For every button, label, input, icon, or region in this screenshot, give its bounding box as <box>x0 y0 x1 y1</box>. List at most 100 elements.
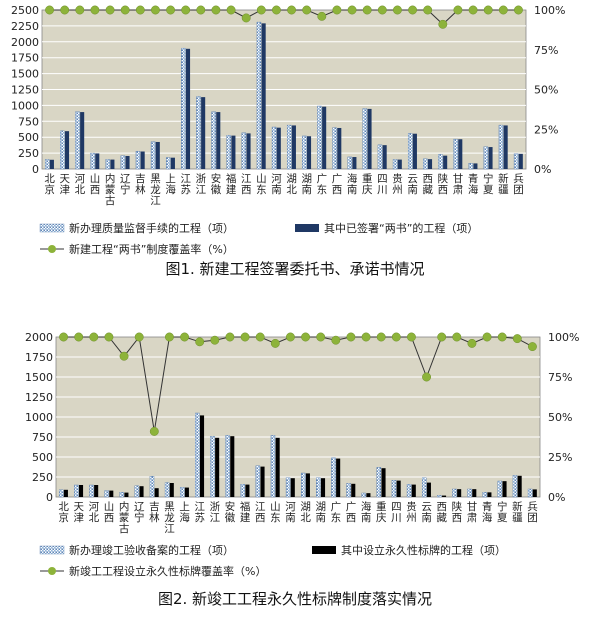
bar-dotted <box>437 495 442 498</box>
bar-solid <box>64 131 70 169</box>
bar-solid <box>261 23 266 169</box>
y-tick-label: 1000 <box>11 99 39 112</box>
bar-solid <box>276 127 281 169</box>
y-tick-label: 250 <box>18 147 39 160</box>
bar-dotted <box>240 483 245 498</box>
category-label: 内蒙古 <box>105 172 116 207</box>
bar-dotted <box>120 155 126 170</box>
bar-solid <box>472 489 477 497</box>
coverage-point <box>377 5 387 15</box>
bar-solid <box>260 466 265 497</box>
legend-label: 其中设立永久性标牌的工程（项） <box>341 543 506 557</box>
y-tick-label: 500 <box>18 131 39 144</box>
bar-solid <box>351 483 356 497</box>
legend-label: 新建工程“两书”制度覆盖率（%） <box>69 242 234 256</box>
category-label: 山东 <box>270 501 281 524</box>
bar-dotted <box>346 483 351 498</box>
bar-solid <box>367 108 372 169</box>
category-label: 北京 <box>58 501 69 524</box>
category-label: 山东 <box>256 173 267 196</box>
bar-solid <box>185 48 191 169</box>
bar-solid <box>396 480 401 497</box>
bar-dotted <box>467 488 472 498</box>
bar-solid <box>78 485 84 497</box>
coverage-point <box>406 332 416 342</box>
bar-solid <box>170 157 175 169</box>
coverage-point <box>331 335 341 345</box>
bar-solid <box>95 153 100 169</box>
category-label: 上海 <box>179 501 190 524</box>
bar-dotted <box>497 480 503 498</box>
bar-dotted <box>347 156 352 170</box>
coverage-point <box>513 5 523 15</box>
coverage-point <box>210 335 220 345</box>
category-label: 新疆 <box>512 500 523 524</box>
bar-dotted <box>105 159 110 170</box>
bar-solid <box>426 482 431 497</box>
coverage-point <box>60 5 70 15</box>
legend-swatch <box>295 224 319 232</box>
bar-dotted <box>392 159 398 170</box>
bar-solid <box>169 483 174 497</box>
bar-solid <box>412 133 417 169</box>
coverage-point <box>347 5 357 15</box>
category-label: 兵团 <box>513 172 524 196</box>
coverage-point <box>241 13 251 23</box>
category-label: 安徽 <box>211 172 222 196</box>
bar-dotted <box>421 477 427 498</box>
category-label: 浙江 <box>210 501 221 524</box>
coverage-point <box>120 5 130 15</box>
category-label: 天津 <box>73 501 84 524</box>
category-label: 广西 <box>332 173 343 196</box>
bar-dotted <box>75 111 80 170</box>
bar-solid <box>458 139 463 169</box>
category-label: 甘肃 <box>453 172 464 196</box>
y-tick-label: 2250 <box>11 20 39 33</box>
category-label: 海南 <box>361 500 372 524</box>
category-label: 河北 <box>75 173 86 196</box>
legend-swatch <box>312 546 336 554</box>
coverage-point <box>316 332 326 342</box>
bar-dotted <box>452 488 457 498</box>
category-label: 山西 <box>104 501 115 524</box>
bar-solid <box>246 133 251 169</box>
category-label: 浙江 <box>196 173 207 196</box>
category-label: 兵团 <box>527 500 538 524</box>
bar-dotted <box>317 105 322 170</box>
category-label: 广东 <box>317 173 328 196</box>
bar-dotted <box>225 435 230 498</box>
coverage-point <box>270 338 280 348</box>
category-label: 江西 <box>255 501 266 524</box>
bar-solid <box>381 468 386 497</box>
bar-dotted <box>149 475 155 498</box>
figure-2: 0 250 500 750 1000 1250 1500 1750 2000 0% 25% 50% 75… <box>0 322 590 617</box>
y-tick-label: 1750 <box>25 351 53 364</box>
category-label: 云南 <box>407 173 418 196</box>
category-label: 甘肃 <box>467 500 478 524</box>
category-label: 天津 <box>59 173 70 196</box>
category-label: 上海 <box>165 173 176 196</box>
y-tick-label: 1750 <box>11 52 39 65</box>
coverage-point <box>346 332 356 342</box>
bar-dotted <box>512 475 518 498</box>
coverage-point <box>240 332 250 342</box>
bar-solid <box>199 415 205 497</box>
coverage-point <box>225 332 235 342</box>
chart-1: 0 250 500 750 1000 1250 1500 1750 2000 2250 2500 0%… <box>11 4 565 256</box>
coverage-point <box>75 5 85 15</box>
bar-dotted <box>90 152 95 170</box>
legend-label: 新竣工工程设立永久性标牌覆盖率（%） <box>69 564 266 578</box>
category-label: 辽宁 <box>120 173 131 196</box>
bar-dotted <box>483 146 489 170</box>
coverage-point <box>181 5 191 15</box>
category-label: 宁夏 <box>497 500 508 524</box>
bar-dotted <box>331 457 336 498</box>
bar-solid <box>139 486 144 497</box>
category-label: 河北 <box>89 501 100 524</box>
bar-solid <box>124 492 129 497</box>
bar-solid <box>306 136 312 169</box>
bar-dotted <box>134 485 140 498</box>
bar-solid <box>382 145 387 169</box>
coverage-point <box>256 5 266 15</box>
category-label: 广东 <box>331 501 342 524</box>
